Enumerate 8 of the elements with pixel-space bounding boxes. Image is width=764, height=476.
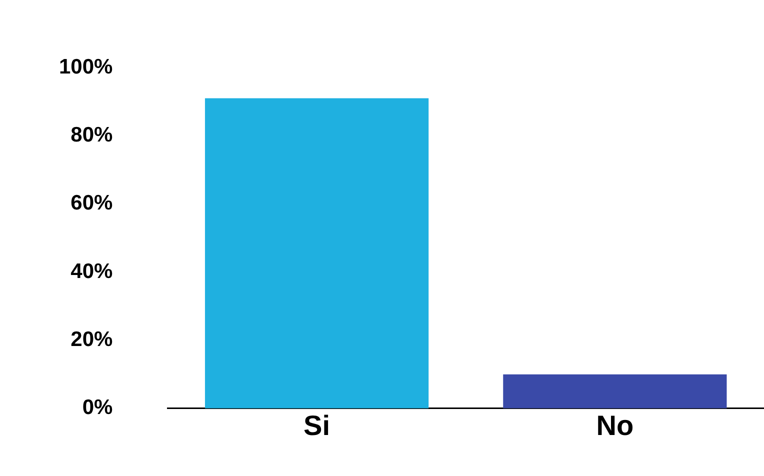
y-tick-label: 40% <box>70 260 114 283</box>
y-tick-label: 0% <box>82 396 114 420</box>
x-tick-label: No <box>596 410 634 441</box>
x-tick-label: Si <box>304 410 330 441</box>
y-tick-label: 80% <box>70 124 114 147</box>
y-tick-label: 100% <box>58 55 114 78</box>
y-tick-label: 20% <box>70 328 114 352</box>
y-tick-label: 60% <box>70 192 114 215</box>
